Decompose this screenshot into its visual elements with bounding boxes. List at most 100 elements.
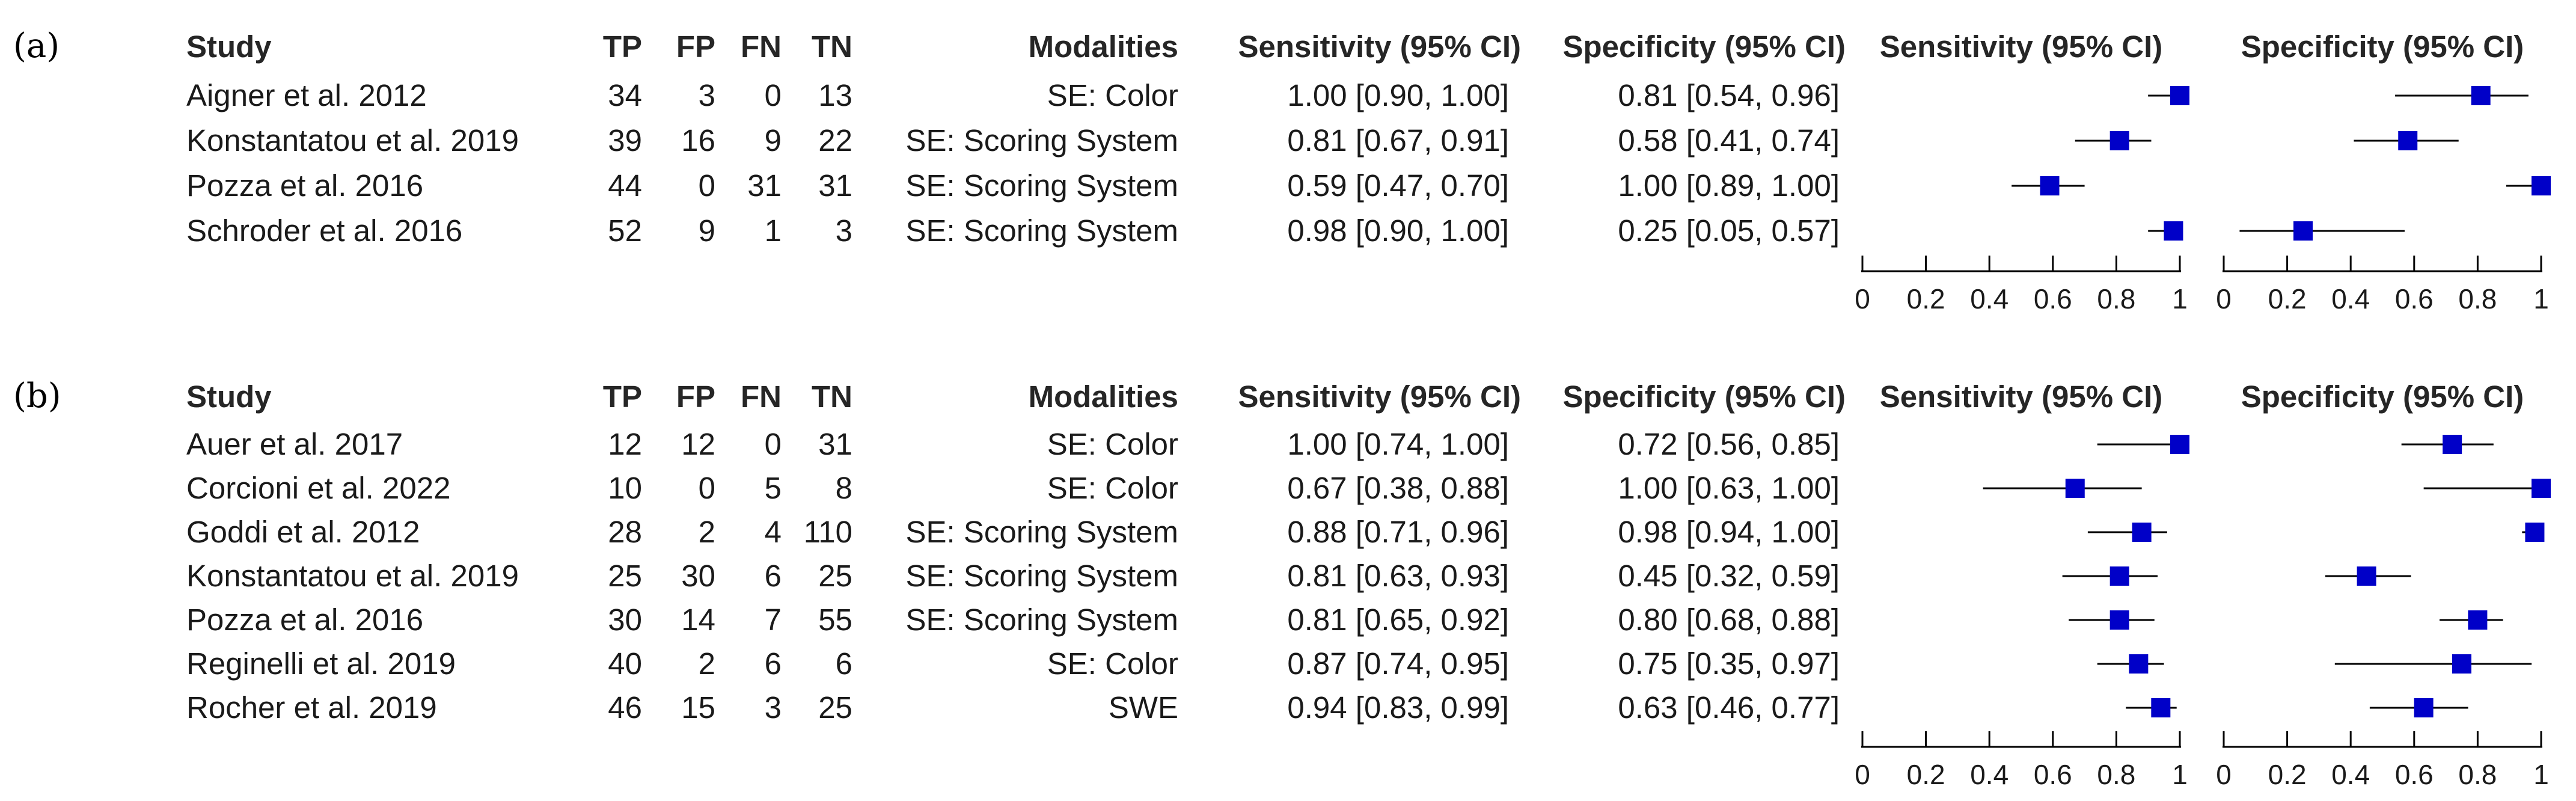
study-name: Goddi et al. 2012 xyxy=(186,515,420,549)
tp-value: 30 xyxy=(608,603,642,637)
sens-point-marker xyxy=(2040,176,2060,195)
x-axis-tick-label: 0.4 xyxy=(2331,759,2370,790)
modality-value: SE: Scoring System xyxy=(905,515,1179,549)
fp-value: 2 xyxy=(698,646,715,681)
fp-value: 15 xyxy=(681,690,715,725)
sensitivity-forest-plot: 0 0.2 0.4 0.6 0.8 1 xyxy=(1855,435,2189,790)
specificity-ci-text: 1.00 [0.89, 1.00] xyxy=(1618,168,1840,203)
x-axis-tick-label: 0.2 xyxy=(2268,759,2307,790)
column-header-specificity: Specificity (95% CI) xyxy=(1562,29,1846,64)
x-axis-tick-label: 1 xyxy=(2172,759,2188,790)
sensitivity-forest-plot: 0 0.2 0.4 0.6 0.8 1 xyxy=(1855,86,2189,315)
plot-title-sensitivity: Sensitivity (95% CI) xyxy=(1879,379,2163,414)
sensitivity-ci-text: 1.00 [0.90, 1.00] xyxy=(1287,78,1509,112)
sensitivity-ci-text: 0.88 [0.71, 0.96] xyxy=(1287,515,1509,549)
fn-value: 6 xyxy=(764,646,782,681)
fn-value: 4 xyxy=(764,515,782,549)
x-axis-tick-label: 0.2 xyxy=(1907,759,1945,790)
tp-value: 25 xyxy=(608,559,642,593)
tn-value: 22 xyxy=(818,123,852,158)
fp-value: 16 xyxy=(681,123,715,158)
column-header-study: Study xyxy=(186,29,272,64)
modality-value: SE: Scoring System xyxy=(905,603,1179,637)
column-header-tn: TN xyxy=(812,379,852,414)
specificity-ci-text: 0.75 [0.35, 0.97] xyxy=(1618,646,1840,681)
specificity-forest-plot: 0 0.2 0.4 0.6 0.8 1 xyxy=(2216,86,2551,315)
x-axis-tick-label: 0.8 xyxy=(2458,283,2497,315)
modality-value: SE: Scoring System xyxy=(905,213,1179,248)
modality-value: SE: Color xyxy=(1047,78,1178,112)
x-axis-tick-label: 0.2 xyxy=(2268,283,2307,315)
fn-value: 6 xyxy=(764,559,782,593)
column-header-modalities: Modalities xyxy=(1028,379,1178,414)
tp-value: 39 xyxy=(608,123,642,158)
modality-value: SE: Scoring System xyxy=(905,559,1179,593)
spec-point-marker xyxy=(2443,435,2462,454)
fn-value: 3 xyxy=(764,690,782,725)
tn-value: 110 xyxy=(803,515,852,549)
sens-point-marker xyxy=(2170,86,2189,105)
modality-value: SE: Color xyxy=(1047,646,1178,681)
fn-value: 0 xyxy=(764,78,782,112)
modality-value: SE: Scoring System xyxy=(905,168,1179,203)
x-axis-tick-label: 0.4 xyxy=(1970,759,2008,790)
spec-point-marker xyxy=(2293,221,2313,241)
panel-label: (b) xyxy=(13,376,61,416)
tn-value: 31 xyxy=(818,168,852,203)
fp-value: 3 xyxy=(698,78,715,112)
fn-value: 1 xyxy=(764,213,782,248)
study-name: Konstantatou et al. 2019 xyxy=(186,559,519,593)
sens-point-marker xyxy=(2109,131,2129,150)
fn-value: 9 xyxy=(764,123,782,158)
tp-value: 12 xyxy=(608,427,642,461)
x-axis-tick-label: 0 xyxy=(1855,759,1870,790)
tp-value: 34 xyxy=(608,78,642,112)
x-axis-tick-label: 1 xyxy=(2172,283,2188,315)
x-axis-tick-label: 0.6 xyxy=(2034,283,2072,315)
fn-value: 7 xyxy=(764,603,782,637)
fp-value: 30 xyxy=(681,559,715,593)
column-header-fn: FN xyxy=(741,379,782,414)
x-axis-tick-label: 1 xyxy=(2533,759,2549,790)
sens-point-marker xyxy=(2170,435,2189,454)
tn-value: 6 xyxy=(835,646,852,681)
spec-point-marker xyxy=(2398,131,2418,150)
study-name: Konstantatou et al. 2019 xyxy=(186,123,519,158)
sensitivity-ci-text: 0.81 [0.67, 0.91] xyxy=(1287,123,1509,158)
column-header-tp: TP xyxy=(602,29,642,64)
x-axis-tick-label: 0.8 xyxy=(2097,283,2135,315)
spec-point-marker xyxy=(2357,566,2376,586)
x-axis-tick-label: 0.4 xyxy=(1970,283,2008,315)
tn-value: 25 xyxy=(818,559,852,593)
sens-point-marker xyxy=(2151,698,2171,717)
sens-point-marker xyxy=(2109,610,2129,630)
modality-value: SWE xyxy=(1108,690,1178,725)
tp-value: 40 xyxy=(608,646,642,681)
tn-value: 13 xyxy=(818,78,852,112)
spec-point-marker xyxy=(2452,654,2471,674)
tn-value: 31 xyxy=(818,427,852,461)
x-axis-tick-label: 0.4 xyxy=(2331,283,2370,315)
x-axis-tick-label: 0.6 xyxy=(2395,283,2434,315)
plot-title-specificity: Specificity (95% CI) xyxy=(2241,29,2524,64)
x-axis-tick-label: 0.2 xyxy=(1907,283,1945,315)
spec-point-marker xyxy=(2471,86,2491,105)
sensitivity-ci-text: 0.98 [0.90, 1.00] xyxy=(1287,213,1509,248)
tn-value: 8 xyxy=(835,471,852,505)
sensitivity-ci-text: 1.00 [0.74, 1.00] xyxy=(1287,427,1509,461)
specificity-ci-text: 0.72 [0.56, 0.85] xyxy=(1618,427,1840,461)
tp-value: 52 xyxy=(608,213,642,248)
sensitivity-ci-text: 0.67 [0.38, 0.88] xyxy=(1287,471,1509,505)
x-axis-tick-label: 0.6 xyxy=(2034,759,2072,790)
fn-value: 5 xyxy=(764,471,782,505)
x-axis-tick-label: 0.8 xyxy=(2097,759,2135,790)
study-name: Pozza et al. 2016 xyxy=(186,168,424,203)
tp-value: 10 xyxy=(608,471,642,505)
modality-value: SE: Color xyxy=(1047,471,1178,505)
fp-value: 2 xyxy=(698,515,715,549)
specificity-ci-text: 0.81 [0.54, 0.96] xyxy=(1618,78,1840,112)
x-axis-tick-label: 0.8 xyxy=(2458,759,2497,790)
fn-value: 31 xyxy=(747,168,782,203)
column-header-tn: TN xyxy=(812,29,852,64)
